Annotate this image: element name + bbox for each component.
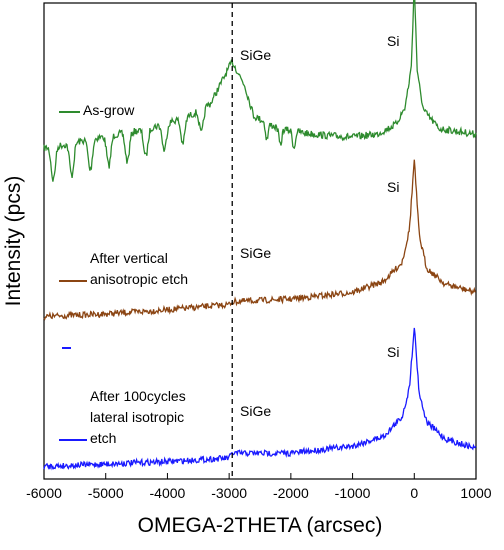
vertical-label-line1: After vertical [90,250,168,266]
plot-frame [43,2,477,480]
sige-label-bottom: SiGe [240,403,271,419]
x-tick-label: -2000 [273,485,309,501]
x-tick-label: -3000 [211,485,247,501]
traces [43,0,477,471]
sige-label-mid: SiGe [240,245,271,261]
x-tick-label: -4000 [150,485,186,501]
x-axis-title: OMEGA-2THETA (arcsec) [138,514,383,537]
si-label-mid: Si [387,179,399,195]
series-trace [43,159,476,321]
x-tick-label: -6000 [26,485,62,501]
lateral-label-line2: lateral isotropic [90,409,184,425]
series-trace [43,327,477,471]
y-axis-title: Intensity (pcs) [2,176,25,307]
x-tick-label: -5000 [88,485,124,501]
si-label-top: Si [387,33,399,49]
x-axis-ticks: -6000 -5000 -4000 -3000 -2000 -1000 0 1000 [26,473,492,501]
series-trace [43,0,477,182]
lateral-label-line1: After 100cycles [90,388,186,404]
x-tick-label: 0 [410,485,418,501]
lateral-label-line3: etch [90,430,116,446]
si-label-bottom: Si [387,344,399,360]
sige-label-top: SiGe [240,47,271,63]
x-tick-label: -1000 [335,485,371,501]
vertical-label-line2: anisotropic etch [90,271,188,287]
x-tick-label: 1000 [460,485,491,501]
as-grow-label: As-grow [83,102,135,118]
